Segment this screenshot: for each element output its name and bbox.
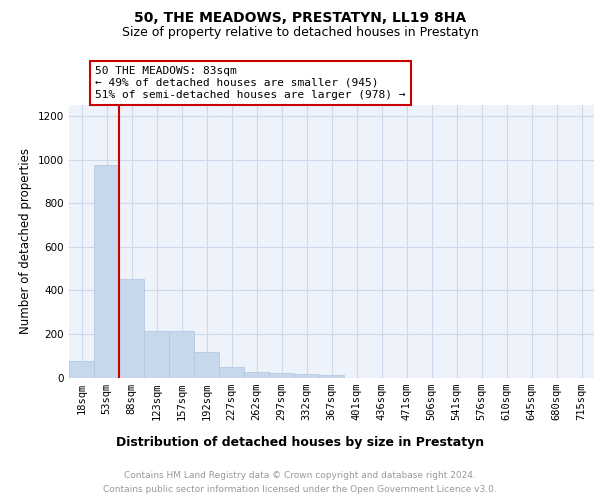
Bar [219,366,244,378]
Bar [119,280,144,378]
Bar [244,372,269,378]
Bar [269,373,294,378]
Text: 50, THE MEADOWS, PRESTATYN, LL19 8HA: 50, THE MEADOWS, PRESTATYN, LL19 8HA [134,10,466,24]
Y-axis label: Number of detached properties: Number of detached properties [19,148,32,334]
Bar [94,165,119,378]
Bar [69,361,94,378]
Bar [319,376,344,378]
Text: Contains HM Land Registry data © Crown copyright and database right 2024.: Contains HM Land Registry data © Crown c… [124,472,476,480]
Bar [144,330,169,378]
Text: Contains public sector information licensed under the Open Government Licence v3: Contains public sector information licen… [103,484,497,494]
Text: 50 THE MEADOWS: 83sqm
← 49% of detached houses are smaller (945)
51% of semi-det: 50 THE MEADOWS: 83sqm ← 49% of detached … [95,66,406,100]
Bar [294,374,319,378]
Bar [194,352,219,378]
Bar [169,330,194,378]
Text: Size of property relative to detached houses in Prestatyn: Size of property relative to detached ho… [122,26,478,39]
Text: Distribution of detached houses by size in Prestatyn: Distribution of detached houses by size … [116,436,484,449]
